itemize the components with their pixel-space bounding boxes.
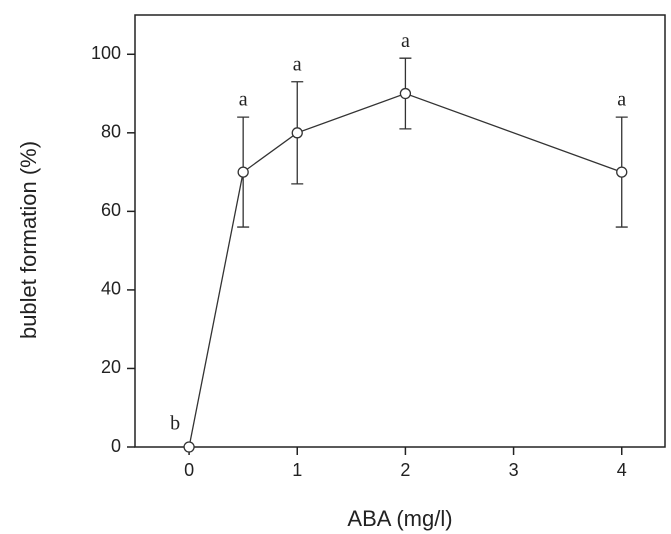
y-tick-label: 40 — [101, 279, 121, 299]
data-point — [399, 87, 412, 100]
y-tick-label: 100 — [91, 43, 121, 63]
y-tick-label: 20 — [101, 357, 121, 377]
y-tick-label: 0 — [111, 436, 121, 456]
data-point — [616, 166, 628, 178]
point-label: a — [617, 89, 626, 111]
data-point — [237, 166, 249, 178]
point-label: a — [293, 53, 302, 75]
data-point — [183, 441, 195, 453]
data-line — [188, 92, 622, 448]
x-tick-label: 1 — [292, 460, 302, 480]
x-tick-label: 2 — [400, 460, 410, 480]
y-axis-label: bublet formation (%) — [16, 141, 41, 339]
x-axis-label: ABA (mg/l) — [347, 506, 452, 531]
plot-frame — [134, 14, 666, 448]
x-tick-label: 0 — [184, 460, 194, 480]
y-tick-label: 60 — [101, 200, 121, 220]
point-label: a — [401, 30, 410, 52]
point-label: b — [170, 413, 180, 435]
y-tick-label: 80 — [101, 122, 121, 142]
x-tick-label: 3 — [509, 460, 519, 480]
x-tick-label: 4 — [617, 460, 627, 480]
point-label: a — [239, 89, 248, 111]
data-point — [291, 127, 303, 139]
